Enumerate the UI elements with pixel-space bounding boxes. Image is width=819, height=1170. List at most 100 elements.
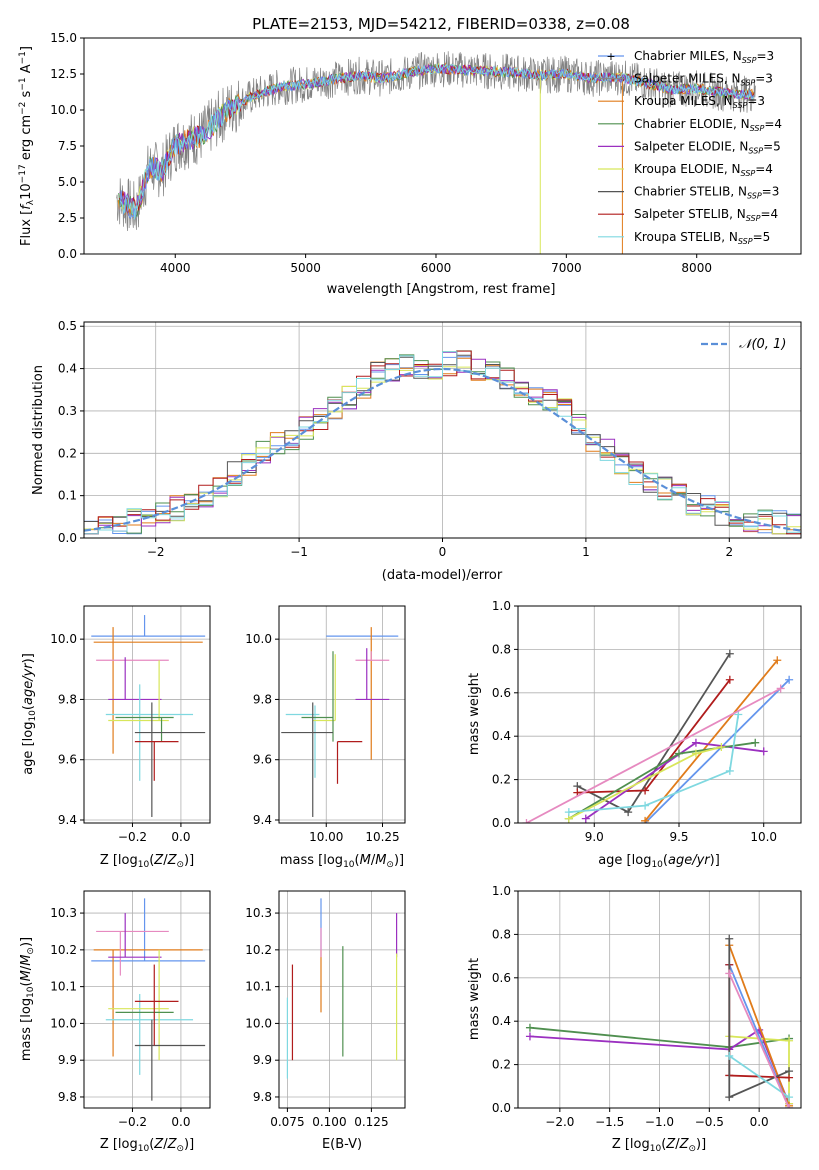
y-tick-label: 1.0 <box>492 884 511 898</box>
residual-xlabel: (data-model)/error <box>382 568 503 583</box>
x-tick-label: −2 <box>147 545 165 559</box>
mass-z-xlabel: Z [log10(Z/Z⊙)] <box>100 1137 194 1154</box>
x-tick-label: 1 <box>582 545 590 559</box>
massweight-marker <box>785 1067 794 1076</box>
massweight-age-ylabel: mass weight <box>467 673 482 755</box>
massweight-marker <box>785 1093 794 1102</box>
spectrum-ylabel: Flux [fλ10−17 erg cm−2 s−1 A−1] <box>18 46 36 246</box>
massweight-marker <box>624 808 633 817</box>
massweight-age-axes-frame <box>517 605 802 824</box>
y-tick-label: 0.0 <box>58 531 77 545</box>
massweight-marker <box>785 1036 794 1045</box>
massweight-marker <box>785 1104 794 1108</box>
y-tick-label: 9.6 <box>253 753 272 767</box>
massweight-marker <box>725 1093 734 1102</box>
residual-axes-frame <box>83 321 802 539</box>
massweight-line <box>576 653 731 814</box>
legend-label: Chabrier ELODIE, NSSP=4 <box>634 117 782 133</box>
y-tick-label: 2.5 <box>58 211 77 225</box>
y-tick-label: 9.8 <box>58 692 77 706</box>
legend-label: Salpeter STELIB, NSSP=4 <box>634 207 778 223</box>
y-tick-label: 0.4 <box>492 729 511 743</box>
spectrum-data-line <box>116 51 756 232</box>
spectrum-xlabel: wavelength [Angstrom, rest frame] <box>327 282 556 297</box>
y-tick-label: 0.5 <box>58 319 77 333</box>
mass-ebv-xlabel: E(B-V) <box>322 1137 362 1152</box>
massweight-marker <box>773 656 782 665</box>
normal-curve <box>84 367 801 532</box>
massweight-z-ylabel: mass weight <box>467 958 482 1040</box>
plot-area <box>525 934 794 1108</box>
x-tick-label: 6000 <box>421 261 452 275</box>
mass-z-axes-frame <box>83 890 211 1109</box>
massweight-marker <box>691 749 700 758</box>
massweight-marker <box>564 808 573 817</box>
x-tick-label: 0.125 <box>354 1115 388 1129</box>
age-mass-xlabel: mass [log10(M/M⊙)] <box>280 853 404 870</box>
plot-area <box>84 350 801 535</box>
y-tick-label: 0.1 <box>58 489 77 503</box>
massweight-marker <box>751 738 760 747</box>
y-tick-label: 0.0 <box>58 247 77 261</box>
age-z-axes-frame <box>83 605 211 824</box>
massweight-marker <box>525 1032 534 1041</box>
massweight-line <box>568 714 740 813</box>
massweight-line <box>644 659 778 822</box>
legend-label: Salpeter ELODIE, NSSP=5 <box>634 139 781 155</box>
plot-area <box>91 898 206 1101</box>
massweight-line <box>585 741 764 820</box>
x-tick-label: 9.5 <box>669 830 688 844</box>
y-tick-label: 10.2 <box>50 943 77 957</box>
y-tick-label: 10.2 <box>245 943 272 957</box>
x-tick-label: −0.5 <box>695 1115 724 1129</box>
y-tick-label: 7.5 <box>58 139 77 153</box>
massweight-line <box>526 687 782 823</box>
mass-z-panel: −0.2 0.0 9.8 9.9 10.0 10.1 10.2 10.3 Z [log10(Z… <box>19 890 211 1154</box>
y-tick-label: 12.5 <box>50 67 77 81</box>
massweight-marker <box>776 684 785 693</box>
mass-ebv-axes-frame <box>278 890 406 1109</box>
residual-ylabel: Normed distribution <box>31 365 46 495</box>
massweight-z-axes-frame <box>517 890 802 1109</box>
plot-area <box>116 51 756 254</box>
massweight-marker <box>674 749 683 758</box>
spectrum-model-line <box>119 64 754 220</box>
y-tick-label: 10.1 <box>50 980 77 994</box>
x-tick-label: 0.0 <box>171 1115 190 1129</box>
y-tick-label: 0.0 <box>492 1101 511 1115</box>
massweight-marker <box>725 969 734 978</box>
x-tick-label: 0.100 <box>312 1115 346 1129</box>
massweight-marker <box>725 675 734 684</box>
x-tick-label: 2 <box>725 545 733 559</box>
massweight-z-panel: −2.0 −1.5 −1.0 −0.5 0.0 0.0 0.2 0.4 0.6 0.8 1.0 Z … <box>467 884 802 1154</box>
y-tick-label: 10.3 <box>50 906 77 920</box>
x-tick-label: −0.2 <box>118 830 147 844</box>
y-tick-label: 9.4 <box>253 813 272 827</box>
massweight-marker <box>759 747 768 756</box>
massweight-line <box>728 944 790 1107</box>
massweight-marker <box>641 786 650 795</box>
legend-label: Kroupa STELIB, NSSP=5 <box>634 230 770 246</box>
massweight-marker <box>581 814 590 823</box>
y-tick-label: 9.4 <box>58 813 77 827</box>
massweight-marker <box>725 649 734 658</box>
legend-label: Chabrier STELIB, NSSP=3 <box>634 185 779 201</box>
spectrum-model-line <box>119 63 755 220</box>
massweight-age-xlabel: age [log10(age/yr)] <box>598 853 720 870</box>
massweight-marker <box>691 738 700 747</box>
x-tick-label: 0 <box>439 545 447 559</box>
spectrum-panel: 4000 5000 6000 7000 8000 0.0 2.5 5.0 7.5 10.0 12.5… <box>18 31 802 297</box>
massweight-marker <box>725 1051 734 1060</box>
x-tick-label: −2.0 <box>545 1115 574 1129</box>
age-z-panel: −0.2 0.0 9.4 9.6 9.8 10.0 Z [log10(Z/Z⊙)] age… <box>21 605 211 870</box>
legend-label: Chabrier MILES, NSSP=3 <box>634 49 774 65</box>
legend-label: Kroupa ELODIE, NSSP=4 <box>634 162 773 178</box>
x-tick-label: −1.0 <box>645 1115 674 1129</box>
x-tick-label: −1.5 <box>595 1115 624 1129</box>
massweight-marker <box>522 819 531 823</box>
plot-area <box>91 615 206 817</box>
mass-ebv-panel: 0.075 0.100 0.125 9.8 9.9 10.0 10.1 10.2 10.3 E(… <box>245 890 406 1152</box>
mass-z-ylabel: mass [log10(M/M⊙)] <box>19 937 36 1061</box>
y-tick-label: 0.2 <box>492 1058 511 1072</box>
